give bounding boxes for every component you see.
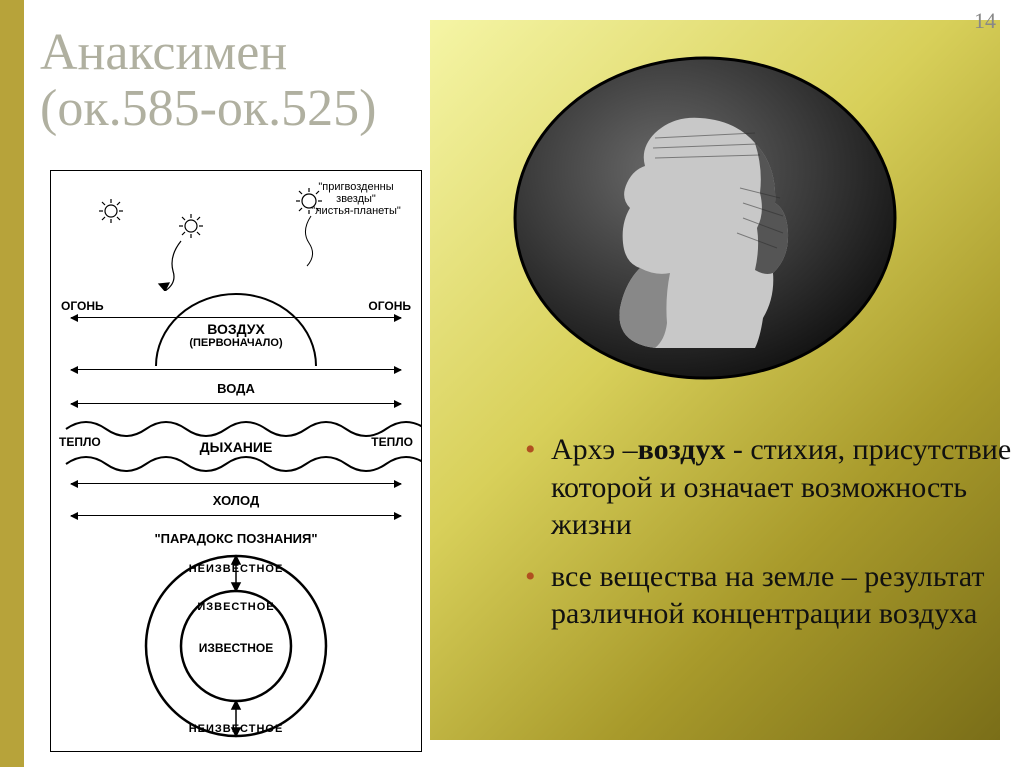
accent-bar bbox=[0, 0, 24, 767]
diagram-known-top: ИЗВЕСТНОЕ bbox=[51, 601, 421, 613]
slide: 14 Анаксимен (ок.585-ок.525) bbox=[0, 0, 1024, 767]
arrow-water-bot bbox=[71, 403, 401, 404]
diagram-breath: ДЫХАНИЕ bbox=[51, 439, 421, 455]
arrow-water-top bbox=[71, 369, 401, 370]
arrow-cold-bot bbox=[71, 515, 401, 516]
bullet-pre: Архэ – bbox=[551, 433, 638, 466]
cosmology-diagram: "пригвозденны звезды""листья-планеты" bbox=[50, 170, 422, 752]
bullet-item: все вещества на земле – результат различ… bbox=[525, 558, 1024, 633]
bullet-post: все вещества на земле – результат различ… bbox=[551, 560, 985, 631]
bullet-list: Архэ –воздух - стихия, присутствие котор… bbox=[485, 431, 1024, 647]
page-number: 14 bbox=[974, 8, 996, 34]
portrait-image bbox=[505, 48, 905, 388]
title-line-2: (ок.585-ок.525) bbox=[40, 80, 376, 137]
diagram-air-sub: (ПЕРВОНАЧАЛО) bbox=[51, 337, 421, 349]
diagram-known-center: ИЗВЕСТНОЕ bbox=[51, 641, 421, 655]
bullet-item: Архэ –воздух - стихия, присутствие котор… bbox=[525, 431, 1024, 544]
diagram-cold: ХОЛОД bbox=[51, 493, 421, 508]
diagram-water: ВОДА bbox=[51, 381, 421, 396]
title-line-1: Анаксимен bbox=[40, 24, 287, 81]
diagram-air: ВОЗДУХ bbox=[51, 321, 421, 337]
bullet-bold: воздух bbox=[638, 433, 726, 466]
diagram-paradox: "ПАРАДОКС ПОЗНАНИЯ" bbox=[51, 531, 421, 546]
slide-title: Анаксимен (ок.585-ок.525) bbox=[40, 25, 376, 137]
diagram-unknown-bot: НЕИЗВЕСТНОЕ bbox=[51, 723, 421, 735]
diagram-unknown-top: НЕИЗВЕСТНОЕ bbox=[51, 563, 421, 575]
arrow-cold-top bbox=[71, 483, 401, 484]
